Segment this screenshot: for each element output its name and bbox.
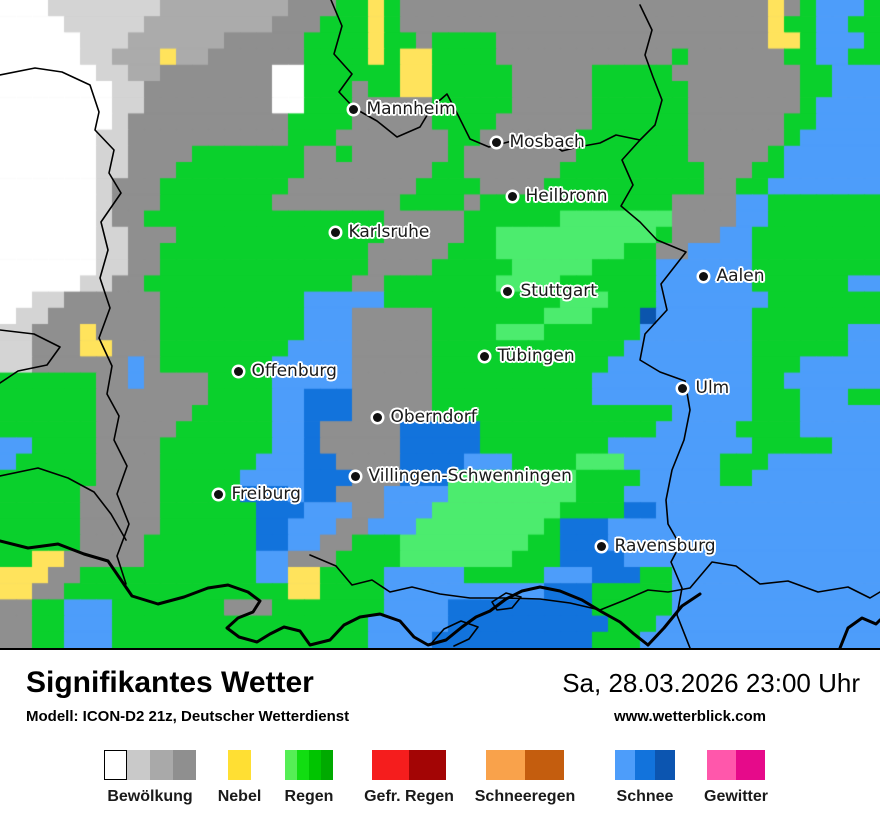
legend-swatch bbox=[615, 750, 635, 780]
legend-group: Schneeregen bbox=[475, 750, 575, 805]
legend: Bewölkung Nebel Regen Gefr. Regen Schneerege… bbox=[0, 750, 880, 830]
city-marker: Ulm bbox=[677, 378, 730, 398]
legend-group: Gefr. Regen bbox=[364, 750, 454, 805]
city-dot-icon bbox=[677, 383, 687, 393]
caption-panel: Signifikantes Wetter Modell: ICON-D2 21z… bbox=[0, 650, 880, 830]
legend-swatch bbox=[150, 750, 173, 780]
legend-swatches bbox=[486, 750, 564, 780]
legend-swatch bbox=[486, 750, 525, 780]
legend-swatches bbox=[707, 750, 765, 780]
city-dot-icon bbox=[348, 104, 358, 114]
website-url: www.wetterblick.com bbox=[614, 708, 766, 725]
city-label: Tübingen bbox=[497, 346, 575, 366]
city-marker: Freiburg bbox=[213, 484, 301, 504]
city-label: Karlsruhe bbox=[348, 222, 430, 242]
city-dot-icon bbox=[233, 366, 243, 376]
city-marker: Offenburg bbox=[233, 361, 337, 381]
city-label: Mosbach bbox=[509, 132, 585, 152]
city-label: Villingen-Schwenningen bbox=[368, 466, 572, 486]
legend-group: Bewölkung bbox=[104, 750, 196, 805]
legend-label: Bewölkung bbox=[107, 788, 193, 805]
city-label: Aalen bbox=[716, 266, 765, 286]
city-marker: Oberndorf bbox=[372, 407, 477, 427]
city-marker: Mannheim bbox=[348, 99, 456, 119]
city-dot-icon bbox=[502, 286, 512, 296]
legend-label: Gefr. Regen bbox=[364, 788, 454, 805]
legend-swatch bbox=[372, 750, 409, 780]
legend-group: Nebel bbox=[218, 750, 261, 805]
legend-swatch bbox=[228, 750, 251, 780]
legend-swatches bbox=[372, 750, 446, 780]
city-marker: Aalen bbox=[698, 266, 765, 286]
legend-group: Gewitter bbox=[704, 750, 768, 805]
legend-label: Nebel bbox=[217, 788, 262, 805]
legend-swatch bbox=[285, 750, 297, 780]
city-label: Freiburg bbox=[231, 484, 301, 504]
city-marker: Karlsruhe bbox=[330, 222, 430, 242]
legend-label: Schnee bbox=[616, 788, 674, 805]
city-marker: Mosbach bbox=[491, 132, 585, 152]
model-info: Modell: ICON-D2 21z, Deutscher Wetterdie… bbox=[26, 708, 350, 725]
city-dot-icon bbox=[507, 191, 517, 201]
legend-swatch bbox=[321, 750, 333, 780]
city-label: Offenburg bbox=[251, 361, 337, 381]
city-marker: Ravensburg bbox=[596, 536, 716, 556]
legend-swatches bbox=[228, 750, 251, 780]
city-label: Stuttgart bbox=[520, 281, 597, 301]
city-dot-icon bbox=[330, 227, 340, 237]
legend-swatch bbox=[707, 750, 736, 780]
legend-swatch bbox=[635, 750, 655, 780]
legend-swatches bbox=[615, 750, 675, 780]
city-marker: Stuttgart bbox=[502, 281, 597, 301]
city-dot-icon bbox=[350, 471, 360, 481]
legend-label: Gewitter bbox=[703, 788, 769, 805]
legend-swatch bbox=[525, 750, 564, 780]
city-label: Oberndorf bbox=[390, 407, 477, 427]
city-dot-icon bbox=[479, 351, 489, 361]
legend-swatch bbox=[297, 750, 309, 780]
city-label: Ravensburg bbox=[614, 536, 716, 556]
legend-swatch bbox=[736, 750, 765, 780]
precipitation-raster bbox=[0, 0, 880, 648]
city-marker: Villingen-Schwenningen bbox=[350, 466, 572, 486]
city-dot-icon bbox=[213, 489, 223, 499]
city-label: Ulm bbox=[695, 378, 730, 398]
city-label: Mannheim bbox=[366, 99, 456, 119]
legend-group: Schnee bbox=[615, 750, 675, 805]
legend-swatch bbox=[309, 750, 321, 780]
city-marker: Heilbronn bbox=[507, 186, 608, 206]
legend-swatch bbox=[104, 750, 127, 780]
legend-swatch bbox=[655, 750, 675, 780]
city-marker: Tübingen bbox=[479, 346, 575, 366]
city-label: Heilbronn bbox=[525, 186, 608, 206]
legend-label: Regen bbox=[284, 788, 334, 805]
city-dot-icon bbox=[596, 541, 606, 551]
weather-map: Mannheim Mosbach Heilbronn Karlsruhe Stuttga… bbox=[0, 0, 880, 650]
city-dot-icon bbox=[372, 412, 382, 422]
legend-swatch bbox=[173, 750, 196, 780]
city-dot-icon bbox=[698, 271, 708, 281]
legend-group: Regen bbox=[285, 750, 333, 805]
legend-label: Schneeregen bbox=[474, 788, 576, 805]
city-dot-icon bbox=[491, 137, 501, 147]
forecast-datetime: Sa, 28.03.2026 23:00 Uhr bbox=[562, 668, 860, 698]
legend-swatches bbox=[104, 750, 196, 780]
legend-swatches bbox=[285, 750, 333, 780]
page-title: Signifikantes Wetter bbox=[26, 666, 314, 699]
legend-swatch bbox=[409, 750, 446, 780]
legend-swatch bbox=[127, 750, 150, 780]
